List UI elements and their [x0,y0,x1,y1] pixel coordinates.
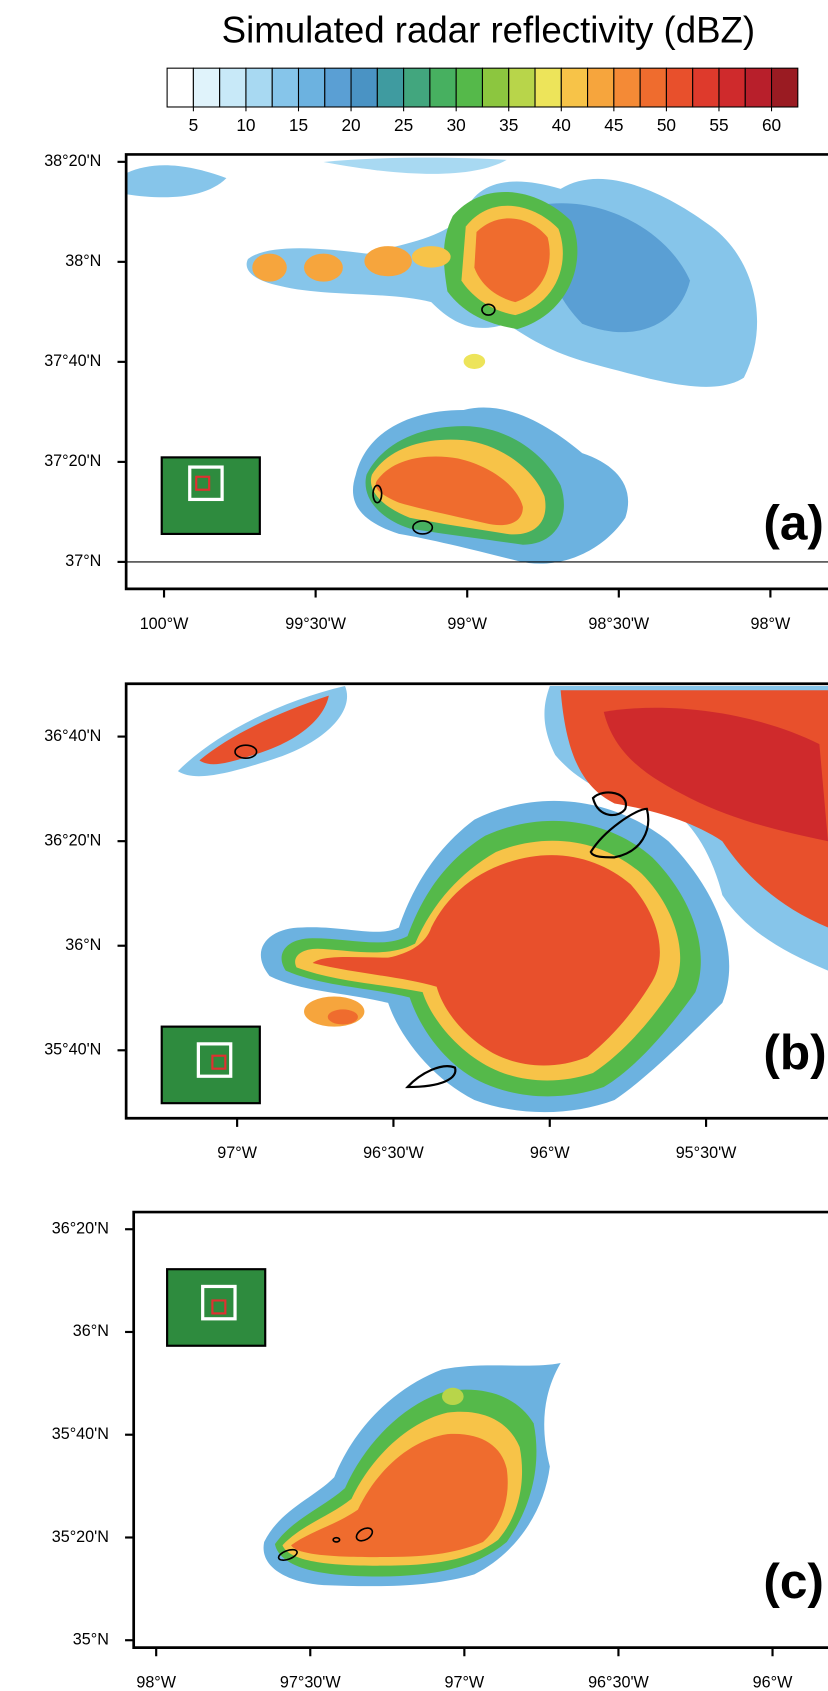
x-tick-label: 98°30'W [588,615,649,633]
colorbar-box [509,68,535,107]
panel-label: (c) [763,1553,824,1609]
colorbar-tick-label: 60 [762,115,781,135]
figure: Simulated radar reflectivity (dBZ) [0,0,828,1691]
y-tick-label: 35°20'N [52,1528,109,1546]
colorbar-tick-label: 5 [189,115,199,135]
colorbar-tick-label: 40 [552,115,571,135]
x-tick-label: 96°W [530,1144,570,1162]
colorbar-box [719,68,745,107]
colorbar-tick-label: 30 [447,115,466,135]
colorbar-box [535,68,561,107]
x-tick-label: 100°W [140,615,189,633]
x-tick-label: 97°W [217,1144,257,1162]
colorbar-box [404,68,430,107]
colorbar-tick-label: 45 [604,115,623,135]
y-tick-label: 36°20'N [52,1219,109,1237]
y-tick-label: 35°40'N [44,1041,101,1059]
colorbar-box [482,68,508,107]
y-tick-label: 38°20'N [44,152,101,170]
colorbar-tick-label: 15 [289,115,308,135]
colorbar-box [325,68,351,107]
x-tick-label: 95°30'W [676,1144,737,1162]
colorbar-tick-label: 25 [394,115,413,135]
colorbar-box [640,68,666,107]
colorbar-box [377,68,403,107]
colorbar-box [588,68,614,107]
colorbar-tick-label: 35 [499,115,518,135]
reflectivity-a [126,158,828,564]
colorbar-box [745,68,771,107]
colorbar-box [299,68,325,107]
x-tick-label: 96°30'W [363,1144,424,1162]
y-tick-label: 35°40'N [52,1425,109,1443]
x-tick-label: 97°30'W [280,1673,341,1691]
y-tick-label: 36°N [73,1322,109,1340]
x-tick-label: 99°W [447,615,487,633]
colorbar-box [272,68,298,107]
y-tick-label: 38°N [65,252,101,270]
x-tick-label: 97°W [445,1673,485,1691]
x-tick-label: 96°W [753,1673,793,1691]
colorbar-box [772,68,798,107]
colorbar-tick-label: 10 [236,115,255,135]
colorbar-box [351,68,377,107]
colorbar-box [693,68,719,107]
y-tick-label: 36°N [65,936,101,954]
colorbar-box [456,68,482,107]
colorbar-box [614,68,640,107]
colorbar-box [561,68,587,107]
x-tick-label: 98°W [751,615,791,633]
colorbar-title: Simulated radar reflectivity (dBZ) [222,9,756,50]
y-tick-label: 37°N [65,552,101,570]
y-tick-label: 36°40'N [44,727,101,745]
colorbar-box [220,68,246,107]
reflectivity-b [162,686,828,1112]
reflectivity-c [167,1269,561,1586]
panel-label: (a) [763,494,824,550]
y-tick-label: 37°20'N [44,452,101,470]
colorbar-box [167,68,193,107]
colorbar-box [430,68,456,107]
y-tick-label: 36°20'N [44,831,101,849]
colorbar-box [246,68,272,107]
colorbar-tick-label: 55 [709,115,728,135]
x-tick-label: 99°30'W [285,615,346,633]
panel-label: (b) [763,1024,826,1080]
colorbar-box [193,68,219,107]
colorbar-tick-label: 20 [341,115,360,135]
y-tick-label: 35°N [73,1630,109,1648]
x-tick-label: 98°W [136,1673,176,1691]
colorbar-box [666,68,692,107]
colorbar-tick-label: 50 [657,115,676,135]
x-tick-label: 96°30'W [588,1673,649,1691]
y-tick-label: 37°40'N [44,352,101,370]
